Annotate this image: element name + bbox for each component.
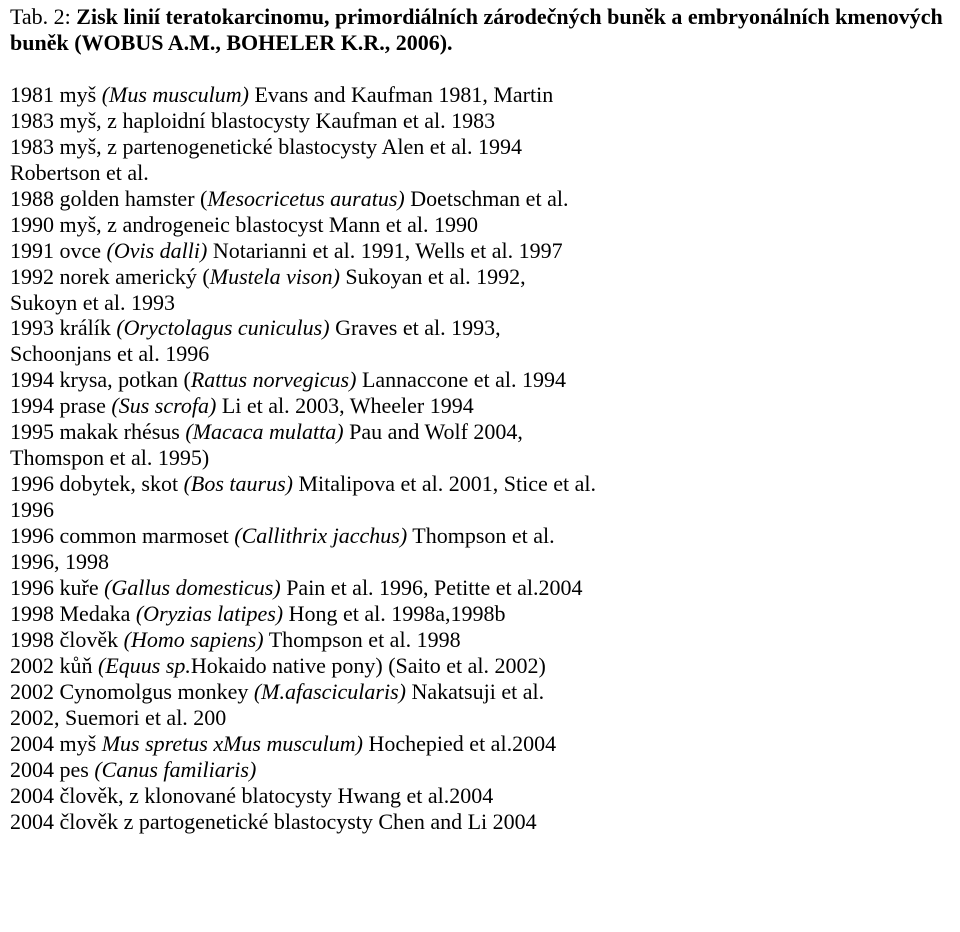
entry-line: 2004 člověk z partogenetické blastocysty…: [10, 809, 960, 835]
entry-line: 1998 Medaka (Oryzias latipes) Hong et al…: [10, 601, 960, 627]
entry-post: Hochepied et al.2004: [363, 731, 556, 756]
entry-line: 1988 golden hamster (Mesocricetus auratu…: [10, 186, 960, 212]
entry-pre: 1988 golden hamster (: [10, 186, 207, 211]
entry-line: 1996, 1998: [10, 549, 960, 575]
entry-line: Sukoyn et al. 1993: [10, 290, 960, 316]
entry-post: Pain et al. 1996, Petitte et al.2004: [281, 575, 583, 600]
entries-list: 1981 myš (Mus musculum) Evans and Kaufma…: [10, 82, 960, 835]
entry-italic: Mus spretus xMus musculum): [102, 731, 363, 756]
entry-italic: (Homo sapiens): [124, 627, 264, 652]
title-bold: Zisk linií teratokarcinomu, primordiální…: [10, 4, 943, 55]
entry-pre: 1991 ovce: [10, 238, 107, 263]
entry-post: Notarianni et al. 1991, Wells et al. 199…: [207, 238, 562, 263]
entry-pre: 1998 člověk: [10, 627, 124, 652]
entry-post: Graves et al. 1993,: [330, 315, 501, 340]
entry-pre: 1992 norek americký (: [10, 264, 210, 289]
entry-pre: 2002 kůň: [10, 653, 98, 678]
entry-line: Robertson et al.: [10, 160, 960, 186]
entry-italic: (Ovis dalli): [107, 238, 208, 263]
entry-italic: (Oryctolagus cuniculus): [116, 315, 329, 340]
entry-pre: Thomspon et al. 1995): [10, 445, 209, 470]
entry-post: Sukoyan et al. 1992,: [340, 264, 526, 289]
entry-post: Doetschman et al.: [405, 186, 569, 211]
entry-italic: (Oryzias latipes): [136, 601, 283, 626]
entry-italic: (Macaca mulatta): [185, 419, 343, 444]
entry-line: Schoonjans et al. 1996: [10, 341, 960, 367]
entry-post: Li et al. 2003, Wheeler 1994: [216, 393, 473, 418]
entry-pre: 2004 člověk z partogenetické blastocysty…: [10, 809, 537, 834]
entry-post: Thompson et al.: [407, 523, 554, 548]
entry-italic: (Mus musculum): [102, 82, 249, 107]
entry-pre: 2004 pes: [10, 757, 94, 782]
entry-pre: 1994 krysa, potkan (: [10, 367, 191, 392]
entry-line: 2002, Suemori et al. 200: [10, 705, 960, 731]
entry-line: 1996: [10, 497, 960, 523]
entry-italic: (Sus scrofa): [111, 393, 216, 418]
entry-italic: Mesocricetus auratus): [207, 186, 404, 211]
entry-pre: 1996, 1998: [10, 549, 109, 574]
entry-italic: (Gallus domesticus): [104, 575, 281, 600]
entry-pre: 1996 kuře: [10, 575, 104, 600]
entry-italic: (Canus familiaris): [94, 757, 256, 782]
entry-pre: 2002, Suemori et al. 200: [10, 705, 226, 730]
entry-italic: Rattus norvegicus): [191, 367, 357, 392]
entry-post: Hong et al. 1998a,1998b: [283, 601, 505, 626]
entry-pre: 1998 Medaka: [10, 601, 136, 626]
entry-line: 1996 common marmoset (Callithrix jacchus…: [10, 523, 960, 549]
entry-line: 1996 dobytek, skot (Bos taurus) Mitalipo…: [10, 471, 960, 497]
entry-post: Lannaccone et al. 1994: [356, 367, 566, 392]
entry-post: Mitalipova et al. 2001, Stice et al.: [293, 471, 596, 496]
entry-italic: (M.afascicularis): [254, 679, 406, 704]
entry-pre: 1996 common marmoset: [10, 523, 234, 548]
entry-line: 2004 myš Mus spretus xMus musculum) Hoch…: [10, 731, 960, 757]
entry-line: 1983 myš, z partenogenetické blastocysty…: [10, 134, 960, 160]
entry-line: 1993 králík (Oryctolagus cuniculus) Grav…: [10, 315, 960, 341]
entry-pre: 1981 myš: [10, 82, 102, 107]
entry-italic: (Bos taurus): [184, 471, 293, 496]
entry-line: 2004 pes (Canus familiaris): [10, 757, 960, 783]
entry-pre: 1996: [10, 497, 54, 522]
entry-line: 2002 Cynomolgus monkey (M.afascicularis)…: [10, 679, 960, 705]
entry-pre: 1994 prase: [10, 393, 111, 418]
table-title: Tab. 2: Zisk linií teratokarcinomu, prim…: [10, 4, 960, 56]
entry-line: 2002 kůň (Equus sp.Hokaido native pony) …: [10, 653, 960, 679]
entry-pre: 2004 člověk, z klonované blatocysty Hwan…: [10, 783, 493, 808]
entry-line: 1994 krysa, potkan (Rattus norvegicus) L…: [10, 367, 960, 393]
entry-line: 1994 prase (Sus scrofa) Li et al. 2003, …: [10, 393, 960, 419]
entry-post: Evans and Kaufman 1981, Martin: [249, 82, 553, 107]
entry-post: Nakatsuji et al.: [406, 679, 544, 704]
entry-line: 1996 kuře (Gallus domesticus) Pain et al…: [10, 575, 960, 601]
entry-pre: Sukoyn et al. 1993: [10, 290, 175, 315]
entry-pre: 1995 makak rhésus: [10, 419, 185, 444]
entry-pre: 1983 myš, z partenogenetické blastocysty…: [10, 134, 522, 159]
entry-pre: Schoonjans et al. 1996: [10, 341, 209, 366]
entry-pre: 1990 myš, z androgeneic blastocyst Mann …: [10, 212, 478, 237]
entry-italic: (Callithrix jacchus): [234, 523, 407, 548]
entry-line: 1983 myš, z haploidní blastocysty Kaufma…: [10, 108, 960, 134]
entry-pre: 2004 myš: [10, 731, 102, 756]
entry-pre: Robertson et al.: [10, 160, 149, 185]
entry-pre: 1983 myš, z haploidní blastocysty Kaufma…: [10, 108, 495, 133]
entry-pre: 1993 králík: [10, 315, 116, 340]
entry-italic: (Equus sp.: [98, 653, 191, 678]
title-lead: Tab. 2:: [10, 4, 76, 29]
entry-pre: 1996 dobytek, skot: [10, 471, 184, 496]
entry-line: 1981 myš (Mus musculum) Evans and Kaufma…: [10, 82, 960, 108]
entry-line: 1990 myš, z androgeneic blastocyst Mann …: [10, 212, 960, 238]
entry-post: Hokaido native pony) (Saito et al. 2002): [191, 653, 546, 678]
entry-line: 1998 člověk (Homo sapiens) Thompson et a…: [10, 627, 960, 653]
entry-pre: 2002 Cynomolgus monkey: [10, 679, 254, 704]
entry-line: 1992 norek americký (Mustela vison) Suko…: [10, 264, 960, 290]
entry-post: Thompson et al. 1998: [264, 627, 461, 652]
entry-line: 2004 člověk, z klonované blatocysty Hwan…: [10, 783, 960, 809]
entry-line: 1991 ovce (Ovis dalli) Notarianni et al.…: [10, 238, 960, 264]
entry-line: Thomspon et al. 1995): [10, 445, 960, 471]
entry-line: 1995 makak rhésus (Macaca mulatta) Pau a…: [10, 419, 960, 445]
entry-post: Pau and Wolf 2004,: [344, 419, 523, 444]
entry-italic: Mustela vison): [210, 264, 340, 289]
